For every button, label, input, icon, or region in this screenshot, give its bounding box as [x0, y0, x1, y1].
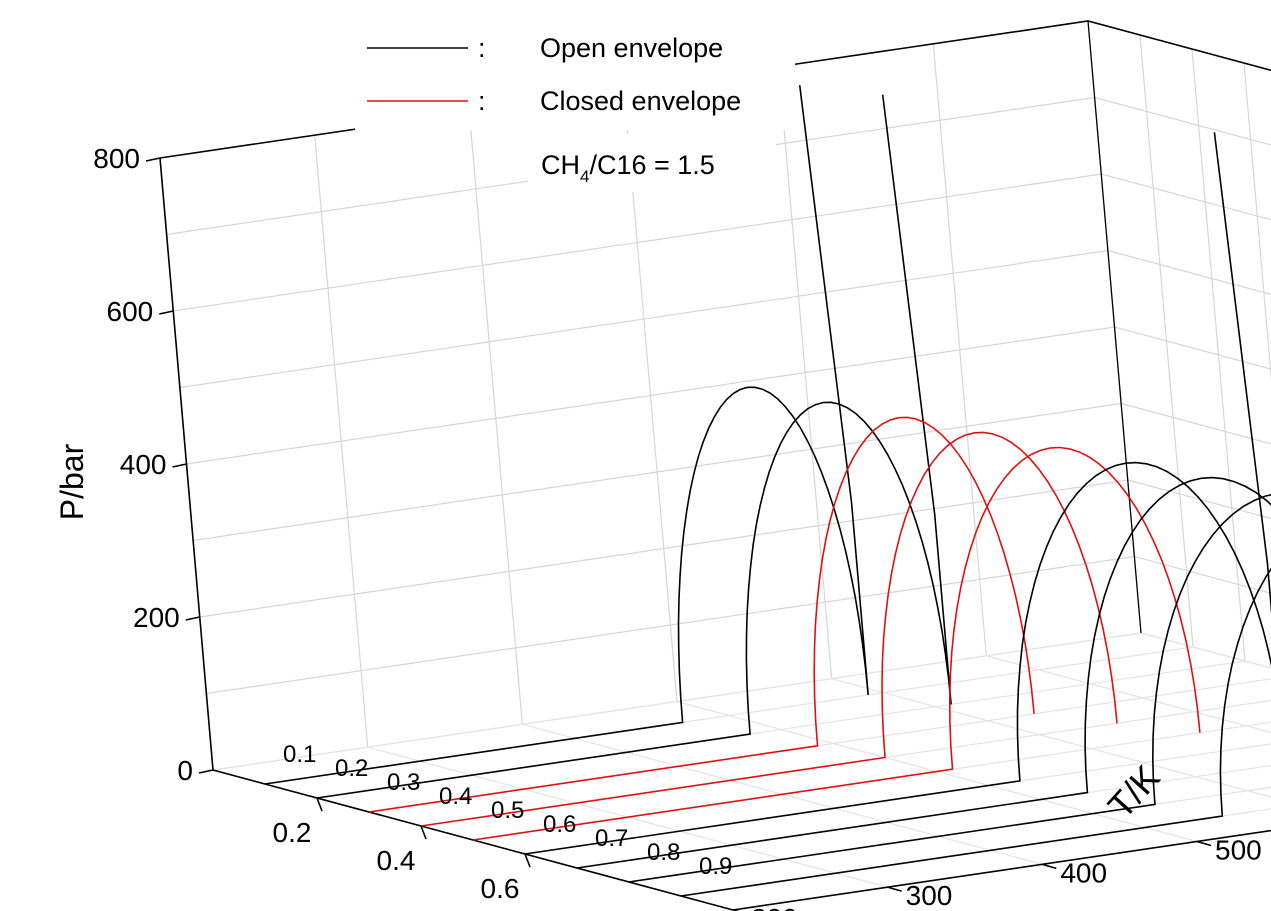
grid-line-t: [932, 43, 987, 656]
series-label-0.6: 0.6: [543, 811, 576, 838]
envelope-curve-0.7: [576, 476, 1271, 869]
grid-line-x: [1139, 34, 1194, 648]
grid-line-x: [1191, 48, 1246, 662]
legend-separator-closed: :: [478, 86, 486, 116]
t-tick-mark: [1196, 840, 1212, 847]
floor-grid-x: [732, 829, 1271, 911]
series-label-0.2: 0.2: [335, 755, 368, 782]
p-tick-label: 200: [133, 602, 180, 633]
x-tick-mark: [420, 825, 427, 840]
grid-line-t: [468, 112, 523, 725]
z-axis-title: P/bar: [54, 443, 90, 520]
curves: 0.1 0.2 0.3 0.4 0.5 0.6 0.7 0.8 0.9: [264, 85, 1271, 897]
series-label-0.8: 0.8: [647, 839, 680, 866]
grid-line-t: [314, 135, 369, 748]
series-label-0.7: 0.7: [595, 825, 628, 852]
envelope-curve-0.8: [628, 493, 1271, 883]
legend-background: [355, 22, 795, 130]
envelope-curve-0.9: [680, 567, 1271, 897]
t-axis-line: [732, 829, 1271, 911]
ratio-annotation-rest: /C16 = 1.5: [589, 150, 714, 180]
p-tick-mark: [185, 616, 200, 621]
t-tick-label: 200: [751, 903, 798, 911]
series-label-0.9: 0.9: [699, 853, 732, 880]
floor-grid-x: [680, 808, 1271, 897]
back-vertical-edge: [1087, 20, 1142, 634]
envelope-curve-0.1: [264, 85, 869, 785]
grid-line-p: [173, 173, 1271, 312]
x-tick-label: 0.2: [273, 817, 312, 848]
grid-line-p: [212, 632, 1271, 771]
p-tick-label: 800: [93, 143, 140, 174]
ratio-annotation-background: [528, 134, 776, 192]
t-tick-label: 500: [1215, 835, 1262, 866]
legend: : Open envelope : Closed envelope: [355, 22, 795, 130]
envelope-curve-0.5: [472, 446, 1201, 841]
p-tick-mark: [198, 769, 214, 774]
ratio-annotation-main: CH: [541, 150, 580, 180]
p-tick-mark: [145, 157, 161, 162]
p-tick-label: 0: [177, 755, 193, 786]
series-label-0.3: 0.3: [387, 769, 420, 796]
t-tick-label: 300: [906, 880, 953, 911]
t-tick-label: 400: [1060, 857, 1107, 888]
floor-grid-x: [212, 632, 1142, 771]
ratio-annotation: CH4/C16 = 1.5: [528, 134, 776, 192]
p-tick-mark: [159, 310, 174, 315]
x-tick-label: 0.4: [377, 845, 416, 876]
legend-separator-open: :: [478, 33, 486, 63]
series-label-0.1: 0.1: [283, 741, 316, 768]
series-label-0.4: 0.4: [439, 783, 472, 810]
legend-label-closed: Closed envelope: [540, 86, 741, 116]
envelope-curve-0.6: [524, 132, 1271, 855]
p-tick-label: 600: [107, 296, 154, 327]
legend-label-open: Open envelope: [540, 33, 723, 63]
x-tick-label: 0.6: [481, 873, 520, 904]
envelope-curve-0.4: [420, 431, 1118, 827]
svg-text:CH4/C16 = 1.5: CH4/C16 = 1.5: [541, 150, 715, 186]
series-label-0.5: 0.5: [491, 797, 524, 824]
p-tick-mark: [172, 463, 187, 468]
grid-line-t: [778, 66, 833, 679]
t-tick-mark: [887, 886, 902, 892]
envelope-curve-0.2: [316, 94, 952, 799]
ratio-annotation-subscript: 4: [580, 167, 589, 186]
envelope-curve-0.3: [368, 416, 1035, 813]
floor-grid-t: [1140, 632, 1271, 669]
t-tick-mark: [1042, 863, 1057, 870]
grid-line-p: [179, 249, 1271, 389]
grid-line-p: [199, 479, 1271, 618]
axis-ticks: 02004006008002003004005006007008000.20.4…: [93, 143, 1262, 911]
x-tick-mark: [316, 797, 323, 812]
x-tick-mark: [524, 853, 531, 868]
p-tick-label: 400: [120, 449, 167, 480]
